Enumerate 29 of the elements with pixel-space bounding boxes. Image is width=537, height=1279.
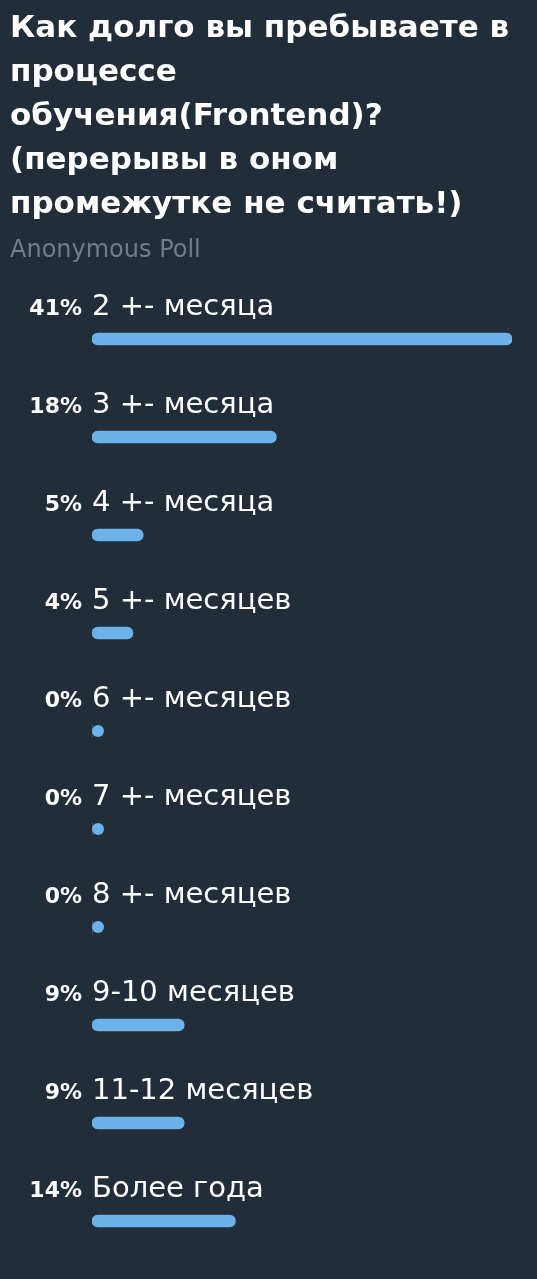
bar bbox=[92, 430, 277, 444]
bar bbox=[92, 1018, 185, 1032]
data-label: 14% bbox=[29, 1177, 82, 1202]
bar bbox=[92, 332, 512, 346]
chart-title: Как долго вы пребываете в процессе обучения(Frontend)? (перерывы в оном промежутке не считать!) bbox=[10, 7, 511, 222]
data-label: 18% bbox=[29, 393, 82, 418]
y-tick-label: 5 +- месяцев bbox=[92, 582, 292, 616]
data-label: 0% bbox=[44, 883, 82, 908]
y-tick-label: 7 +- месяцев bbox=[92, 778, 292, 812]
y-tick-label: 3 +- месяца bbox=[92, 386, 275, 420]
data-label: 4% bbox=[44, 589, 82, 614]
bar bbox=[92, 1214, 236, 1228]
bar bbox=[92, 528, 144, 542]
bar bbox=[92, 1116, 185, 1130]
bar bbox=[92, 626, 134, 640]
y-tick-label: 11-12 месяцев bbox=[92, 1072, 314, 1106]
data-label: 9% bbox=[44, 1079, 82, 1104]
data-label: 0% bbox=[44, 687, 82, 712]
y-tick-label: 6 +- месяцев bbox=[92, 680, 292, 714]
chart-subtitle: Anonymous Poll bbox=[10, 234, 202, 264]
data-label: 9% bbox=[44, 981, 82, 1006]
y-tick-label: 2 +- месяца bbox=[92, 288, 275, 322]
data-label: 0% bbox=[44, 785, 82, 810]
data-label: 5% bbox=[44, 491, 82, 516]
data-label: 41% bbox=[29, 295, 82, 320]
y-tick-label: Более года bbox=[92, 1170, 264, 1204]
y-tick-label: 4 +- месяца bbox=[92, 484, 275, 518]
y-tick-label: 8 +- месяцев bbox=[92, 876, 292, 910]
y-tick-label: 9-10 месяцев bbox=[92, 974, 295, 1008]
